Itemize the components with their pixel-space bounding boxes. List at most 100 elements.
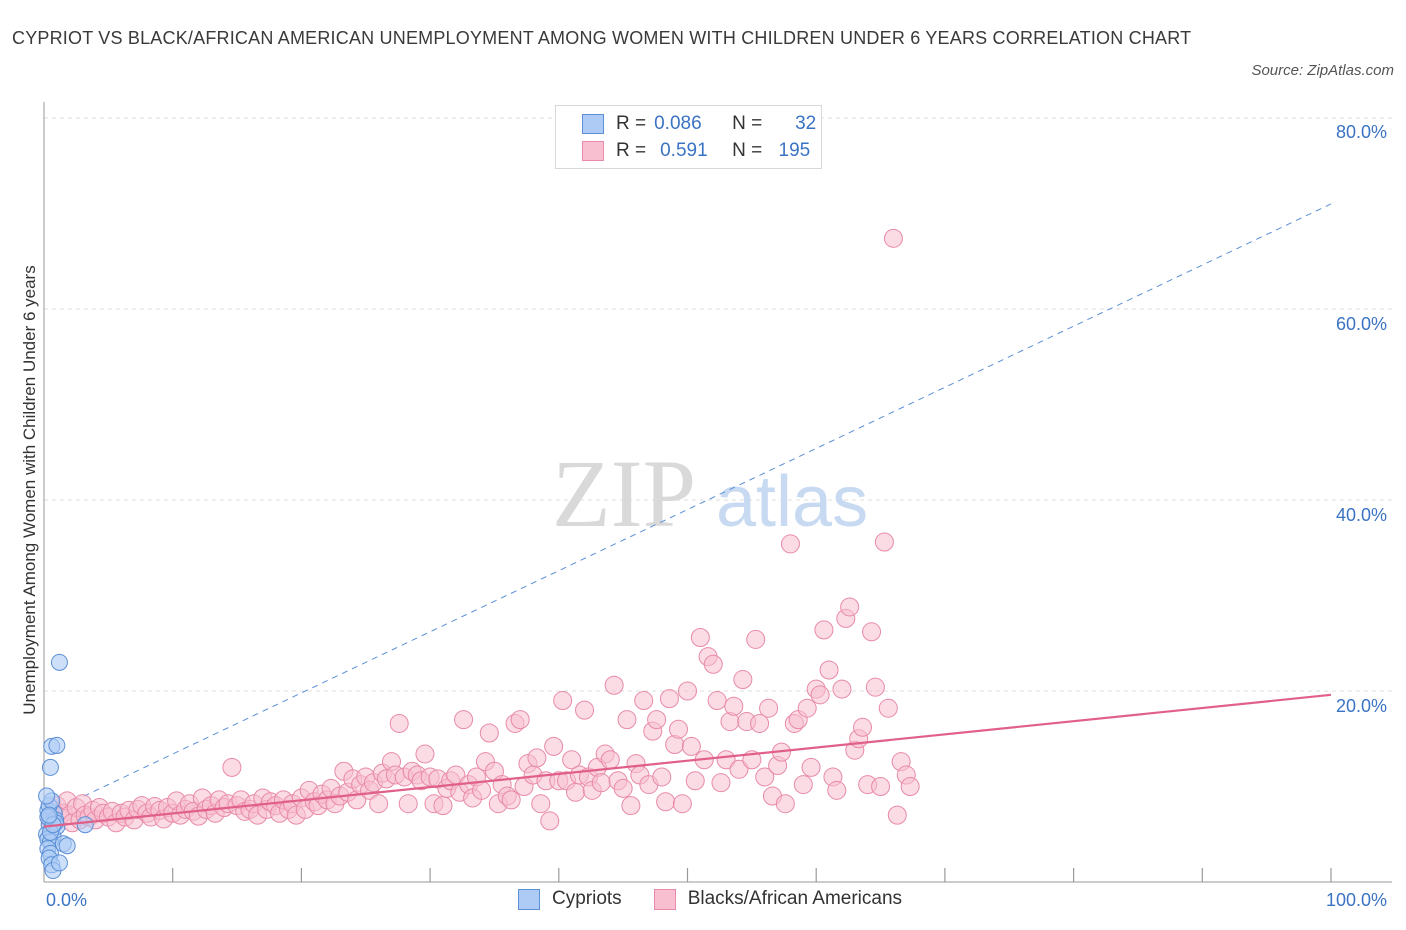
black-point [900,777,920,796]
black-point [454,710,474,730]
black-point [750,713,770,733]
legend-label-black: Blacks/African Americans [687,888,903,909]
legend-swatch-cypriots [518,888,540,910]
black-point [668,719,688,739]
axes [43,102,1392,883]
series-legend: Cypriots Blacks/African Americans [518,888,934,910]
black-point [433,796,453,816]
black-point [591,773,611,793]
y-tick-label: 20.0% [1336,696,1388,716]
black-point [613,778,633,798]
black-point [810,685,830,705]
source-label: Source: ZipAtlas.com [1251,62,1394,79]
black-point [871,777,891,796]
black-point [600,750,620,770]
black-points [40,228,920,833]
black-point [575,700,595,720]
legend-r-label: R = [616,140,647,161]
black-point [604,675,624,695]
black-point [840,597,860,617]
black-point [553,691,573,711]
legend-n-value: 195 [778,140,811,161]
black-point [562,750,582,770]
black-point [729,759,749,779]
black-point [540,811,560,831]
black-point [659,689,679,709]
x-tick-label: 0.0% [46,890,88,910]
black-point [755,767,775,787]
black-point [780,534,800,554]
black-trend-line [43,693,1332,828]
y-tick-label: 60.0% [1336,314,1388,334]
y-tick-label: 40.0% [1336,505,1388,525]
black-point [865,677,885,697]
black-point [678,681,697,701]
legend-r-value: 0.591 [660,140,708,161]
black-point [832,679,852,699]
cypriot-point [40,806,58,824]
black-point [887,805,907,825]
black-point [862,622,882,642]
black-point [398,794,418,814]
black-point [703,654,723,674]
black-point [544,736,564,756]
cypriot-point [41,758,59,776]
legend: R = 0.086 N = 32 R = 0.591 N = 195 [555,105,822,169]
black-point [707,691,727,711]
black-point [369,794,389,814]
chart-title: CYPRIOT VS BLACK/AFRICAN AMERICAN UNEMPL… [12,28,1192,48]
black-point [647,710,667,730]
legend-item-cypriots: Cypriots [518,888,622,910]
black-point [472,780,492,800]
black-point [672,794,692,814]
black-point [681,736,701,756]
black-point [797,698,817,718]
cypriot-point [48,736,66,754]
black-point [656,792,676,812]
black-point [759,698,779,718]
black-point [793,775,813,795]
black-trend-line [43,693,1332,828]
cypriot-point [76,816,94,834]
black-point [690,628,710,648]
black-point [814,620,834,640]
watermark-atlas: atlas [716,462,868,542]
black-point [566,782,586,802]
black-point [883,228,903,248]
black-point [878,698,898,718]
legend-row-cypriots: R = 0.086 N = 32 [582,111,816,137]
grid-lines [44,117,1392,692]
black-point [652,767,672,787]
legend-swatch-black [582,141,604,161]
legend-r-value: 0.086 [654,113,702,134]
black-point [827,780,847,800]
black-point [819,660,839,680]
black-point [510,710,530,730]
black-point [746,629,766,649]
black-point [527,748,547,768]
x-tick-label: 100.0% [1326,890,1388,910]
cypriot-point [50,854,68,872]
black-point [617,710,637,730]
legend-row-black: R = 0.591 N = 195 [582,138,810,164]
black-point [222,757,242,777]
black-point [634,691,654,711]
legend-item-black: Blacks/African Americans [653,888,903,910]
legend-r-label: R = [616,113,647,134]
cypriot-points [38,653,94,880]
black-point [801,757,821,777]
legend-swatch-black [653,888,676,910]
legend-label-cypriots: Cypriots [552,888,622,909]
black-point [479,723,499,743]
legend-swatch-cypriots [582,114,604,134]
black-point [775,794,795,814]
black-point [389,713,409,733]
black-point [685,771,705,791]
black-point [711,773,731,793]
cypriot-point [50,653,68,671]
black-point [415,744,435,764]
legend-n-label: N = [732,113,763,134]
black-point [531,794,551,814]
black-point [874,532,894,552]
black-point [621,796,641,816]
